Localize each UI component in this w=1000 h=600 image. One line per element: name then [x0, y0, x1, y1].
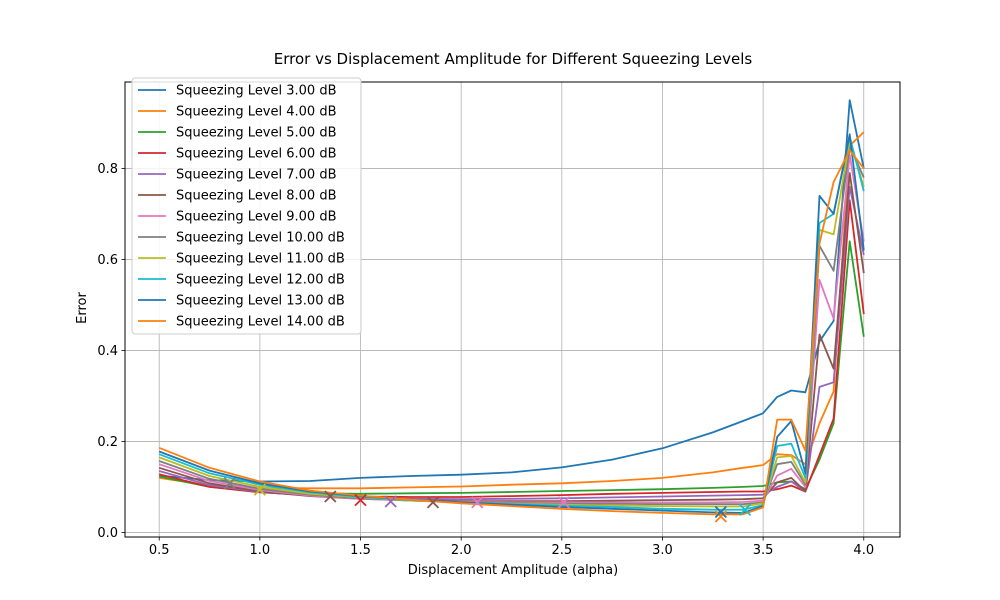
legend-entry-label: Squeezing Level 3.00 dB: [176, 84, 337, 99]
x-marker-8: [557, 496, 570, 509]
legend-entry-label: Squeezing Level 14.00 dB: [176, 315, 345, 330]
legend-entry-label: Squeezing Level 5.00 dB: [176, 126, 337, 141]
x-marker-2: [253, 483, 267, 496]
x-axis-label: Displacement Amplitude (alpha): [408, 563, 618, 578]
legend-box: [131, 77, 362, 335]
x-markers: [223, 477, 752, 523]
legend-entry-label: Squeezing Level 8.00 dB: [176, 189, 337, 204]
legend-entry-label: Squeezing Level 4.00 dB: [176, 105, 337, 120]
y-tick-label: 0.0: [97, 526, 118, 541]
axis-ticks: 0.5 1.0 1.5 2.0 2.5 3.0 3.5 4.0 0.0 0.2 0.4 0.6 0.8: [97, 162, 874, 558]
legend-entry-label: Squeezing Level 10.00 dB: [176, 231, 345, 246]
x-tick-label: 0.5: [149, 543, 170, 558]
legend-entry-label: Squeezing Level 9.00 dB: [176, 210, 337, 225]
legend-entry-label: Squeezing Level 11.00 dB: [176, 252, 345, 267]
x-marker-10: [714, 505, 727, 519]
x-marker-5: [384, 495, 397, 508]
x-marker-6: [426, 496, 440, 509]
x-marker-1: [223, 477, 236, 490]
legend-entry-label: Squeezing Level 13.00 dB: [176, 294, 345, 309]
x-tick-label: 1.5: [350, 543, 371, 558]
x-marker-9: [714, 510, 727, 523]
x-marker-3: [324, 490, 337, 503]
x-tick-label: 2.5: [551, 543, 572, 558]
x-marker-11: [738, 503, 752, 516]
legend-entry-label: Squeezing Level 7.00 dB: [176, 168, 337, 183]
legend-entry-label: Squeezing Level 6.00 dB: [176, 147, 337, 162]
x-tick-label: 4.0: [853, 543, 874, 558]
y-tick-label: 0.4: [97, 344, 118, 359]
legend-entry-label: Squeezing Level 12.00 dB: [176, 273, 345, 288]
y-tick-label: 0.6: [97, 253, 118, 268]
series-line-2: [159, 131, 865, 490]
x-tick-label: 1.0: [250, 543, 271, 558]
y-tick-label: 0.8: [97, 162, 118, 177]
x-marker-4: [354, 494, 367, 507]
y-axis-label: Error: [75, 292, 90, 324]
x-tick-label: 2.0: [451, 543, 472, 558]
legend: Squeezing Level 3.00 dB Squeezing Level 4…: [131, 77, 362, 335]
x-tick-label: 3.0: [652, 543, 673, 558]
chart-title: Error vs Displacement Amplitude for Diff…: [274, 50, 753, 68]
y-tick-label: 0.2: [97, 435, 118, 450]
plot-frame: [124, 81, 901, 538]
x-marker-7: [471, 496, 484, 509]
x-tick-label: 3.5: [753, 543, 774, 558]
